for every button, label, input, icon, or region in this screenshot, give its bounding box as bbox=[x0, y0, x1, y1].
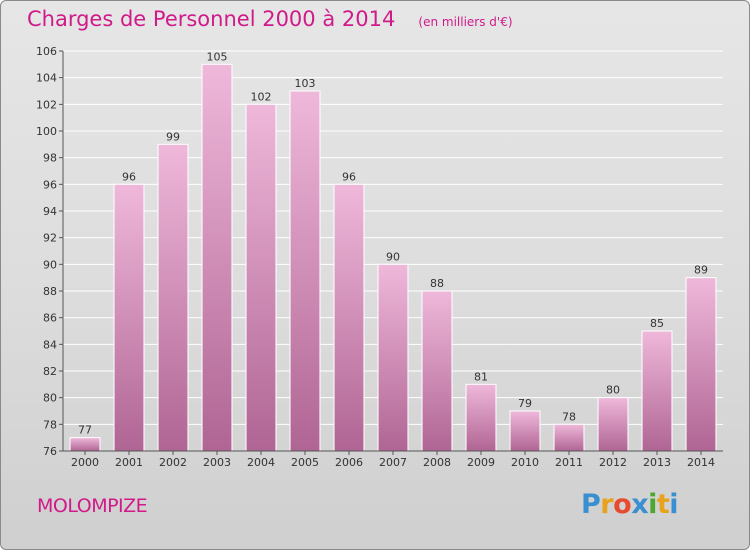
bar bbox=[157, 143, 189, 452]
commune-name: MOLOMPIZE bbox=[37, 495, 148, 517]
title-row: Charges de Personnel 2000 à 2014 (en mil… bbox=[27, 7, 513, 31]
bar bbox=[69, 437, 101, 452]
bar bbox=[113, 183, 145, 452]
data-label: 102 bbox=[251, 90, 272, 103]
bar bbox=[289, 90, 321, 452]
data-label: 105 bbox=[207, 50, 228, 63]
x-tick-label: 2004 bbox=[247, 456, 275, 469]
data-label: 77 bbox=[78, 424, 92, 437]
y-tick-label: 76 bbox=[43, 445, 57, 458]
bar bbox=[685, 277, 717, 452]
bar bbox=[553, 423, 585, 452]
logo-letter: P bbox=[581, 489, 601, 520]
data-label: 78 bbox=[562, 410, 576, 423]
data-label: 89 bbox=[694, 264, 708, 277]
y-tick-label: 88 bbox=[43, 285, 57, 298]
bar bbox=[641, 330, 673, 452]
logo-letter: r bbox=[600, 489, 614, 520]
logo-letter: o bbox=[613, 489, 632, 520]
bar bbox=[421, 290, 453, 452]
bar bbox=[509, 410, 541, 452]
bar bbox=[597, 397, 629, 452]
chart-subtitle: (en milliers d'€) bbox=[418, 15, 513, 29]
y-tick-label: 84 bbox=[43, 338, 57, 351]
data-label: 79 bbox=[518, 397, 532, 410]
bars bbox=[69, 63, 717, 452]
y-tick-label: 94 bbox=[43, 205, 57, 218]
x-tick-label: 2011 bbox=[555, 456, 583, 469]
bar bbox=[465, 383, 497, 452]
x-tick-label: 2002 bbox=[159, 456, 187, 469]
data-label: 88 bbox=[430, 277, 444, 290]
x-tick-label: 2013 bbox=[643, 456, 671, 469]
y-tick-label: 100 bbox=[36, 125, 57, 138]
x-tick-label: 2010 bbox=[511, 456, 539, 469]
logo-letter: i bbox=[669, 489, 679, 520]
y-tick-label: 82 bbox=[43, 365, 57, 378]
bar bbox=[377, 263, 409, 452]
x-tick-label: 2014 bbox=[687, 456, 715, 469]
x-tick-label: 2003 bbox=[203, 456, 231, 469]
axes bbox=[59, 50, 723, 455]
y-tick-label: 80 bbox=[43, 392, 57, 405]
data-label: 90 bbox=[386, 250, 400, 263]
data-label: 96 bbox=[122, 170, 136, 183]
y-tick-label: 78 bbox=[43, 418, 57, 431]
logo-letter: t bbox=[656, 489, 670, 520]
data-label: 81 bbox=[474, 370, 488, 383]
data-label: 96 bbox=[342, 170, 356, 183]
y-tick-label: 98 bbox=[43, 152, 57, 165]
bar bbox=[201, 63, 233, 452]
chart-title: Charges de Personnel 2000 à 2014 bbox=[27, 7, 396, 31]
labels: 76 78 80 82 84 86 88 90 92 94 96 98 100 102 104 106 77 20… bbox=[36, 45, 715, 469]
bar bbox=[245, 103, 277, 452]
data-label: 103 bbox=[295, 77, 316, 90]
x-tick-label: 2012 bbox=[599, 456, 627, 469]
x-tick-label: 2006 bbox=[335, 456, 363, 469]
x-tick-label: 2009 bbox=[467, 456, 495, 469]
y-tick-label: 86 bbox=[43, 312, 57, 325]
y-tick-label: 102 bbox=[36, 98, 57, 111]
logo-letter: i bbox=[648, 489, 657, 520]
bar bbox=[333, 183, 365, 452]
x-tick-label: 2007 bbox=[379, 456, 407, 469]
logo-letter: x bbox=[631, 489, 649, 520]
y-tick-label: 90 bbox=[43, 258, 57, 271]
y-tick-label: 92 bbox=[43, 232, 57, 245]
data-label: 85 bbox=[650, 317, 664, 330]
data-label: 80 bbox=[606, 384, 620, 397]
y-tick-label: 104 bbox=[36, 72, 57, 85]
x-tick-label: 2005 bbox=[291, 456, 319, 469]
data-label: 99 bbox=[166, 130, 180, 143]
proxiti-logo: Proxiti bbox=[581, 489, 679, 520]
x-tick-label: 2001 bbox=[115, 456, 143, 469]
x-tick-label: 2008 bbox=[423, 456, 451, 469]
y-tick-label: 106 bbox=[36, 45, 57, 58]
y-tick-label: 96 bbox=[43, 178, 57, 191]
x-tick-label: 2000 bbox=[71, 456, 99, 469]
